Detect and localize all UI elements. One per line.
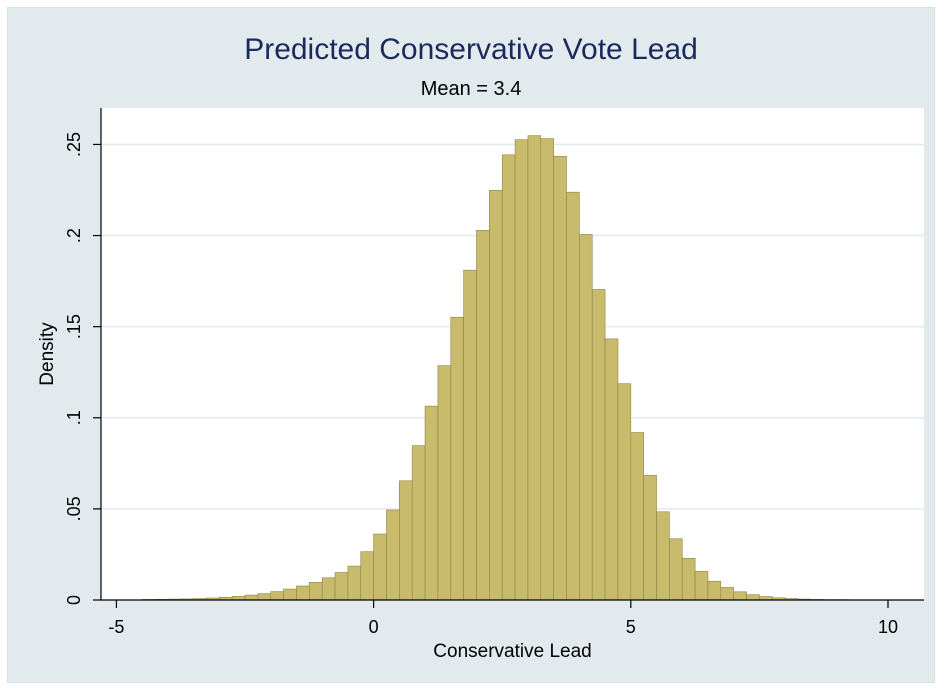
histogram-bar [309,582,323,601]
histogram-bar [733,591,747,601]
histogram-bar [630,432,644,601]
histogram-bar [476,229,490,601]
chart-subtitle: Mean = 3.4 [420,78,522,100]
y-tick-label: .25 [64,132,84,157]
histogram-bar [463,269,477,601]
histogram-bar [591,289,606,601]
histogram-bar [501,154,516,601]
histogram-bar [360,551,374,601]
histogram-bar [244,594,259,601]
histogram-bars [141,135,889,601]
y-axis-title: Density [37,322,58,386]
histogram-bar [373,533,387,601]
histogram-bar [489,190,503,601]
histogram-bar [257,593,272,601]
histogram-bar [437,365,452,601]
histogram-bar [386,509,400,601]
histogram-bar [604,338,619,601]
x-tick-label: 5 [626,617,636,637]
axes: 0 .05 .1 .15 .2 .25 -5 0 5 10 [64,108,924,637]
histogram-bar [681,557,696,601]
histogram-bar [296,585,310,601]
y-tick-label: .05 [64,496,84,521]
histogram-bar [424,405,439,601]
y-tick-label: .15 [64,314,84,339]
histogram-bar [347,565,362,601]
histogram-bar [283,588,297,601]
histogram-bar [617,383,632,601]
histogram-bar [643,475,657,601]
x-tick-label: 10 [878,617,898,637]
histogram-bar [694,571,709,601]
x-axis-title: Conservative Lead [433,641,591,662]
histogram-bar [321,577,336,601]
histogram-bar [514,139,529,601]
y-tick-label: .2 [64,228,84,243]
x-tick-label: 0 [369,617,379,637]
histogram-bar [566,191,580,601]
histogram-bar [553,155,567,601]
y-tick-label: 0 [64,595,84,605]
x-tick-label: -5 [108,617,124,637]
histogram-bar [334,572,349,601]
histogram-bar [270,591,284,601]
histogram-bar [399,480,413,601]
histogram-bar [669,538,683,601]
y-tick-label: .1 [64,410,84,425]
histogram-bar [656,511,670,601]
histogram-bar [450,316,464,601]
histogram-bar [746,594,760,601]
histogram-bar [720,587,734,601]
histogram-bar [411,445,426,601]
histogram-bar [527,135,542,601]
chart-title: Predicted Conservative Vote Lead [244,33,698,66]
histogram-bar [540,138,554,601]
histogram-bar [707,580,722,601]
histogram-bar [579,234,593,601]
